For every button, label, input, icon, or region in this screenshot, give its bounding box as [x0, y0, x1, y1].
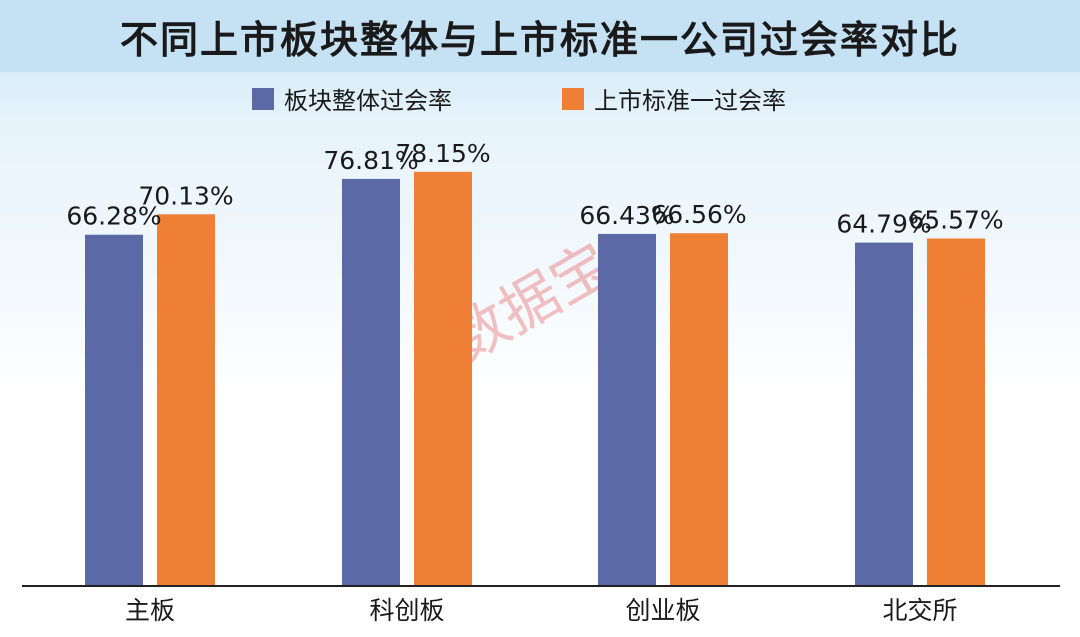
value-label-series-1-cat-2: 76.81%	[323, 146, 418, 175]
value-label-series-1-cat-4: 64.79%	[836, 210, 931, 239]
value-labels-group: 66.28%70.13% 76.81%78.15% 66.43%66.56% 64.7…	[66, 139, 1003, 239]
value-label-series-2-cat-1: 70.13%	[138, 181, 233, 210]
bar-series-1-cat-2	[342, 178, 400, 587]
bar-series-1-cat-1	[85, 234, 143, 586]
category-label-4: 北交所	[882, 596, 957, 625]
value-label-series-1-cat-1: 66.28%	[66, 202, 161, 231]
chart-title: 不同上市板块整体与上市标准一公司过会率对比	[119, 17, 960, 62]
value-label-series-1-cat-3: 66.43%	[579, 201, 674, 230]
value-label-series-2-cat-3: 66.56%	[651, 200, 746, 229]
bar-series-2-cat-1	[157, 214, 215, 586]
bar-series-2-cat-2	[414, 171, 472, 586]
legend: 板块整体过会率 上市标准一过会率	[252, 87, 786, 115]
bar-series-1-cat-4	[855, 242, 913, 586]
legend-label-series-2: 上市标准一过会率	[594, 87, 786, 115]
legend-swatch-series-1	[252, 88, 274, 110]
bar-series-2-cat-3	[670, 233, 728, 586]
category-label-2: 科创板	[369, 596, 444, 625]
legend-label-series-1: 板块整体过会率	[284, 87, 452, 115]
title-bar: 不同上市板块整体与上市标准一公司过会率对比	[0, 0, 1080, 72]
value-label-series-2-cat-4: 65.57%	[908, 205, 1003, 234]
category-label-1: 主板	[125, 596, 175, 625]
category-labels-group: 主板 科创板 创业板 北交所	[125, 596, 958, 625]
legend-swatch-series-2	[562, 88, 584, 110]
value-label-series-2-cat-2: 78.15%	[395, 139, 490, 168]
bar-series-2-cat-4	[927, 238, 985, 586]
category-label-3: 创业板	[625, 596, 700, 625]
bars-group	[85, 171, 985, 587]
bar-series-1-cat-3	[598, 233, 656, 586]
